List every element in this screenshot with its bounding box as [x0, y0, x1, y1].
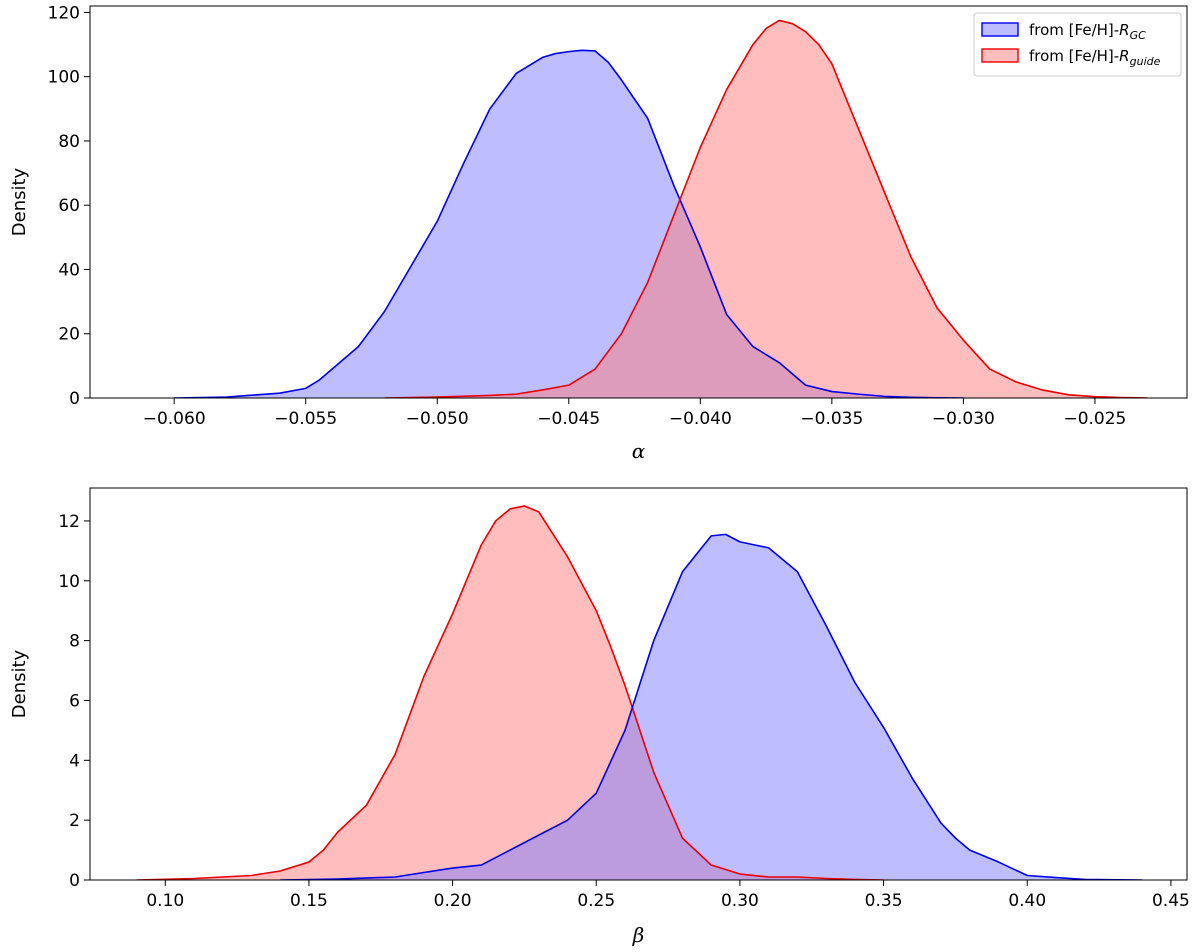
beta-ytick-label-2: 4: [69, 751, 80, 771]
beta-ytick-label-0: 0: [69, 871, 80, 891]
beta-series-red-line: [136, 505, 884, 880]
legend-swatch-red: [981, 48, 1019, 63]
legend-swatch-blue: [981, 22, 1019, 37]
alpha-xtick-label-3: −0.045: [537, 409, 600, 429]
alpha-density-panel: −0.060 −0.055 −0.050 −0.045 −0.040 −0.035 −0.0…: [9, 3, 1188, 463]
alpha-xtick-label-4: −0.040: [669, 409, 732, 429]
beta-xtick-label-2: 0.20: [434, 891, 472, 911]
beta-ytick-label-6: 12: [58, 512, 80, 532]
alpha-ytick-label-2: 40: [58, 260, 80, 280]
alpha-ytick-label-6: 120: [48, 3, 80, 23]
alpha-xtick-label-1: −0.055: [274, 409, 337, 429]
alpha-xtick-label-0: −0.060: [143, 409, 206, 429]
alpha-series-blue-fill: [174, 50, 964, 398]
beta-series-blue-fill: [280, 534, 1143, 880]
alpha-ytick-label-5: 100: [48, 68, 80, 88]
alpha-plot-area: [174, 19, 1148, 398]
alpha-ytick-label-4: 80: [58, 132, 80, 152]
beta-series-blue-line: [280, 533, 1143, 880]
alpha-ytick-label-0: 0: [69, 389, 80, 409]
beta-axes-frame: [89, 487, 1188, 881]
legend-box: [973, 12, 1182, 77]
alpha-axes-frame: [89, 5, 1188, 399]
beta-xtick-label-5: 0.35: [865, 891, 903, 911]
beta-xtick-label-1: 0.15: [290, 891, 328, 911]
alpha-ylabel: Density: [9, 167, 30, 236]
alpha-series-blue-line: [174, 49, 964, 398]
alpha-xlabel: α: [632, 439, 646, 463]
beta-xtick-label-3: 0.25: [577, 891, 615, 911]
alpha-xtick-label-2: −0.050: [406, 409, 469, 429]
beta-ytick-label-5: 10: [58, 572, 80, 592]
beta-xtick-label-4: 0.30: [721, 891, 759, 911]
alpha-xtick-label-7: −0.025: [1063, 409, 1126, 429]
beta-series-red-fill: [136, 505, 884, 880]
beta-xlabel: β: [632, 923, 645, 947]
alpha-ytick-label-3: 60: [58, 196, 80, 216]
legend-label-blue: from [Fe/H]-RGC: [1029, 21, 1146, 42]
beta-ylabel: Density: [9, 649, 30, 718]
alpha-xtick-label-6: −0.030: [932, 409, 995, 429]
beta-ytick-label-1: 2: [69, 811, 80, 831]
beta-density-panel: 0.10 0.15 0.20 0.25 0.30 0.35 0.40 0.45 0 2 4 6 8 10 1…: [9, 487, 1190, 947]
beta-xtick-label-7: 0.45: [1152, 891, 1190, 911]
beta-plot-area: [136, 505, 1143, 880]
alpha-ytick-label-1: 20: [58, 325, 80, 345]
beta-xtick-label-0: 0.10: [146, 891, 184, 911]
beta-xtick-label-6: 0.40: [1008, 891, 1046, 911]
alpha-xtick-label-5: −0.035: [800, 409, 863, 429]
beta-ytick-label-3: 6: [69, 691, 80, 711]
legend-label-red: from [Fe/H]-Rguide: [1029, 47, 1161, 68]
alpha-series-red-line: [384, 19, 1148, 398]
beta-ytick-label-4: 8: [69, 632, 80, 652]
alpha-series-red-fill: [384, 20, 1148, 398]
